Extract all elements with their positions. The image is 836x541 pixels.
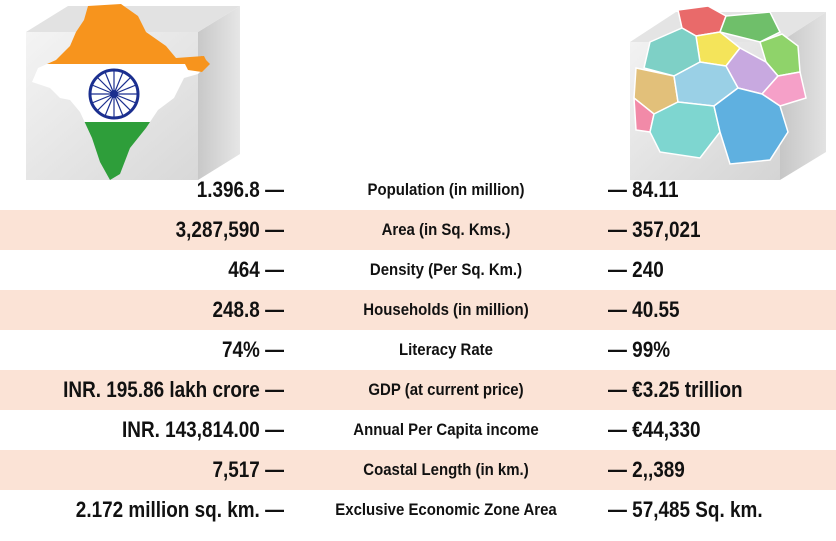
germany-value: — 57,485 Sq. km. (608, 497, 763, 522)
germany-value: — 240 (608, 257, 664, 282)
india-value: 248.8 — (212, 297, 284, 322)
metric-label: Exclusive Economic Zone Area (335, 500, 557, 519)
india-value: INR. 195.86 lakh crore — (63, 377, 285, 402)
metric-label: Annual Per Capita income (353, 420, 539, 439)
germany-value: — 357,021 (608, 217, 701, 242)
metric-label: Population (in million) (367, 180, 525, 199)
metric-label: Density (Per Sq. Km.) (369, 260, 523, 279)
india-value: 3,287,590 — (175, 217, 284, 242)
germany-value: — 84.11 (608, 177, 679, 202)
india-value: 1.396.8 — (196, 177, 284, 202)
table-row: 2.172 million sq. km. — Exclusive Econom… (0, 490, 836, 530)
germany-states-map (633, 5, 807, 165)
table-row: 1.396.8 — Population (in million) — 84.1… (0, 170, 836, 210)
india-value: 74% — (221, 337, 284, 362)
germany-value: — 40.55 (608, 297, 680, 322)
table-row: INR. 195.86 lakh crore — GDP (at current… (0, 370, 836, 410)
germany-value: — 99% (608, 337, 671, 362)
country-images (0, 0, 836, 181)
india-map-cube (26, 4, 240, 180)
table-row: INR. 143,814.00 — Annual Per Capita inco… (0, 410, 836, 450)
germany-value: — €44,330 (608, 417, 701, 442)
table-row: 3,287,590 — Area (in Sq. Kms.) — 357,021 (0, 210, 836, 250)
india-value: 464 — (228, 257, 284, 282)
table-row: 464 — Density (Per Sq. Km.) — 240 (0, 250, 836, 290)
table-row: 74% — Literacy Rate — 99% (0, 330, 836, 370)
germany-value: — €3.25 trillion (608, 377, 743, 402)
india-value: INR. 143,814.00 — (122, 417, 284, 442)
metric-label: Households (in million) (363, 300, 529, 319)
germany-value: — 2,,389 (608, 457, 685, 482)
metric-label: Area (in Sq. Kms.) (381, 220, 511, 239)
india-value: 7,517 — (212, 457, 284, 482)
india-value: 2.172 million sq. km. — (75, 497, 284, 522)
germany-map-cube (630, 5, 826, 180)
metric-label: Literacy Rate (399, 340, 493, 359)
metric-label: GDP (at current price) (368, 380, 524, 399)
table-row: 7,517 — Coastal Length (in km.) — 2,,389 (0, 450, 836, 490)
metric-label: Coastal Length (in km.) (363, 460, 529, 479)
comparison-table: 1.396.8 — Population (in million) — 84.1… (0, 170, 836, 530)
table-row: 248.8 — Households (in million) — 40.55 (0, 290, 836, 330)
